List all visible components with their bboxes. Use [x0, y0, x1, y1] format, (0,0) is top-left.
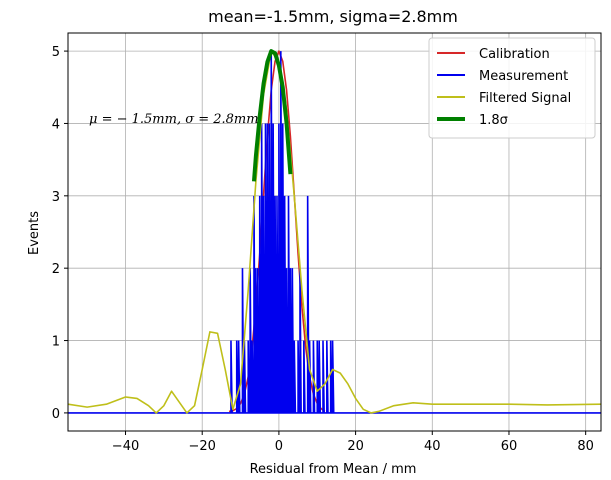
x-axis-label: Residual from Mean / mm: [250, 462, 417, 477]
y-tick-label: 2: [52, 262, 60, 277]
plot-frame: [67, 32, 602, 432]
x-tick-label: 0: [275, 439, 283, 454]
legend-label-sigma: 1.8σ: [479, 113, 508, 128]
y-axis-label: Events: [27, 211, 42, 255]
x-tick-label: 60: [501, 439, 518, 454]
legend-box: [428, 37, 596, 139]
legend-label-filtered: Filtered Signal: [479, 91, 571, 106]
x-tick-label: −40: [112, 439, 139, 454]
legend-label-calibration: Calibration: [479, 47, 550, 62]
legend: Calibration Measurement Filtered Signal 1.8…: [428, 37, 596, 139]
x-tick-label: 20: [347, 439, 364, 454]
y-tick-label: 0: [52, 407, 60, 422]
y-tick-label: 5: [52, 45, 60, 60]
x-tick-label: −20: [188, 439, 215, 454]
series-line-sigma: [251, 49, 293, 182]
chart-annotation: μ = − 1.5mm, σ = 2.8mm: [89, 112, 259, 127]
x-tick-label: 80: [577, 439, 594, 454]
y-tick-label: 3: [52, 190, 60, 205]
legend-label-measurement: Measurement: [479, 69, 568, 84]
x-tick-label: 40: [424, 439, 441, 454]
series-group: [68, 49, 601, 414]
chart-title: mean=-1.5mm, sigma=2.8mm: [208, 7, 458, 26]
series-line-measurement: [68, 51, 601, 414]
y-tick-label: 1: [52, 335, 60, 350]
y-tick-label: 4: [52, 117, 60, 132]
